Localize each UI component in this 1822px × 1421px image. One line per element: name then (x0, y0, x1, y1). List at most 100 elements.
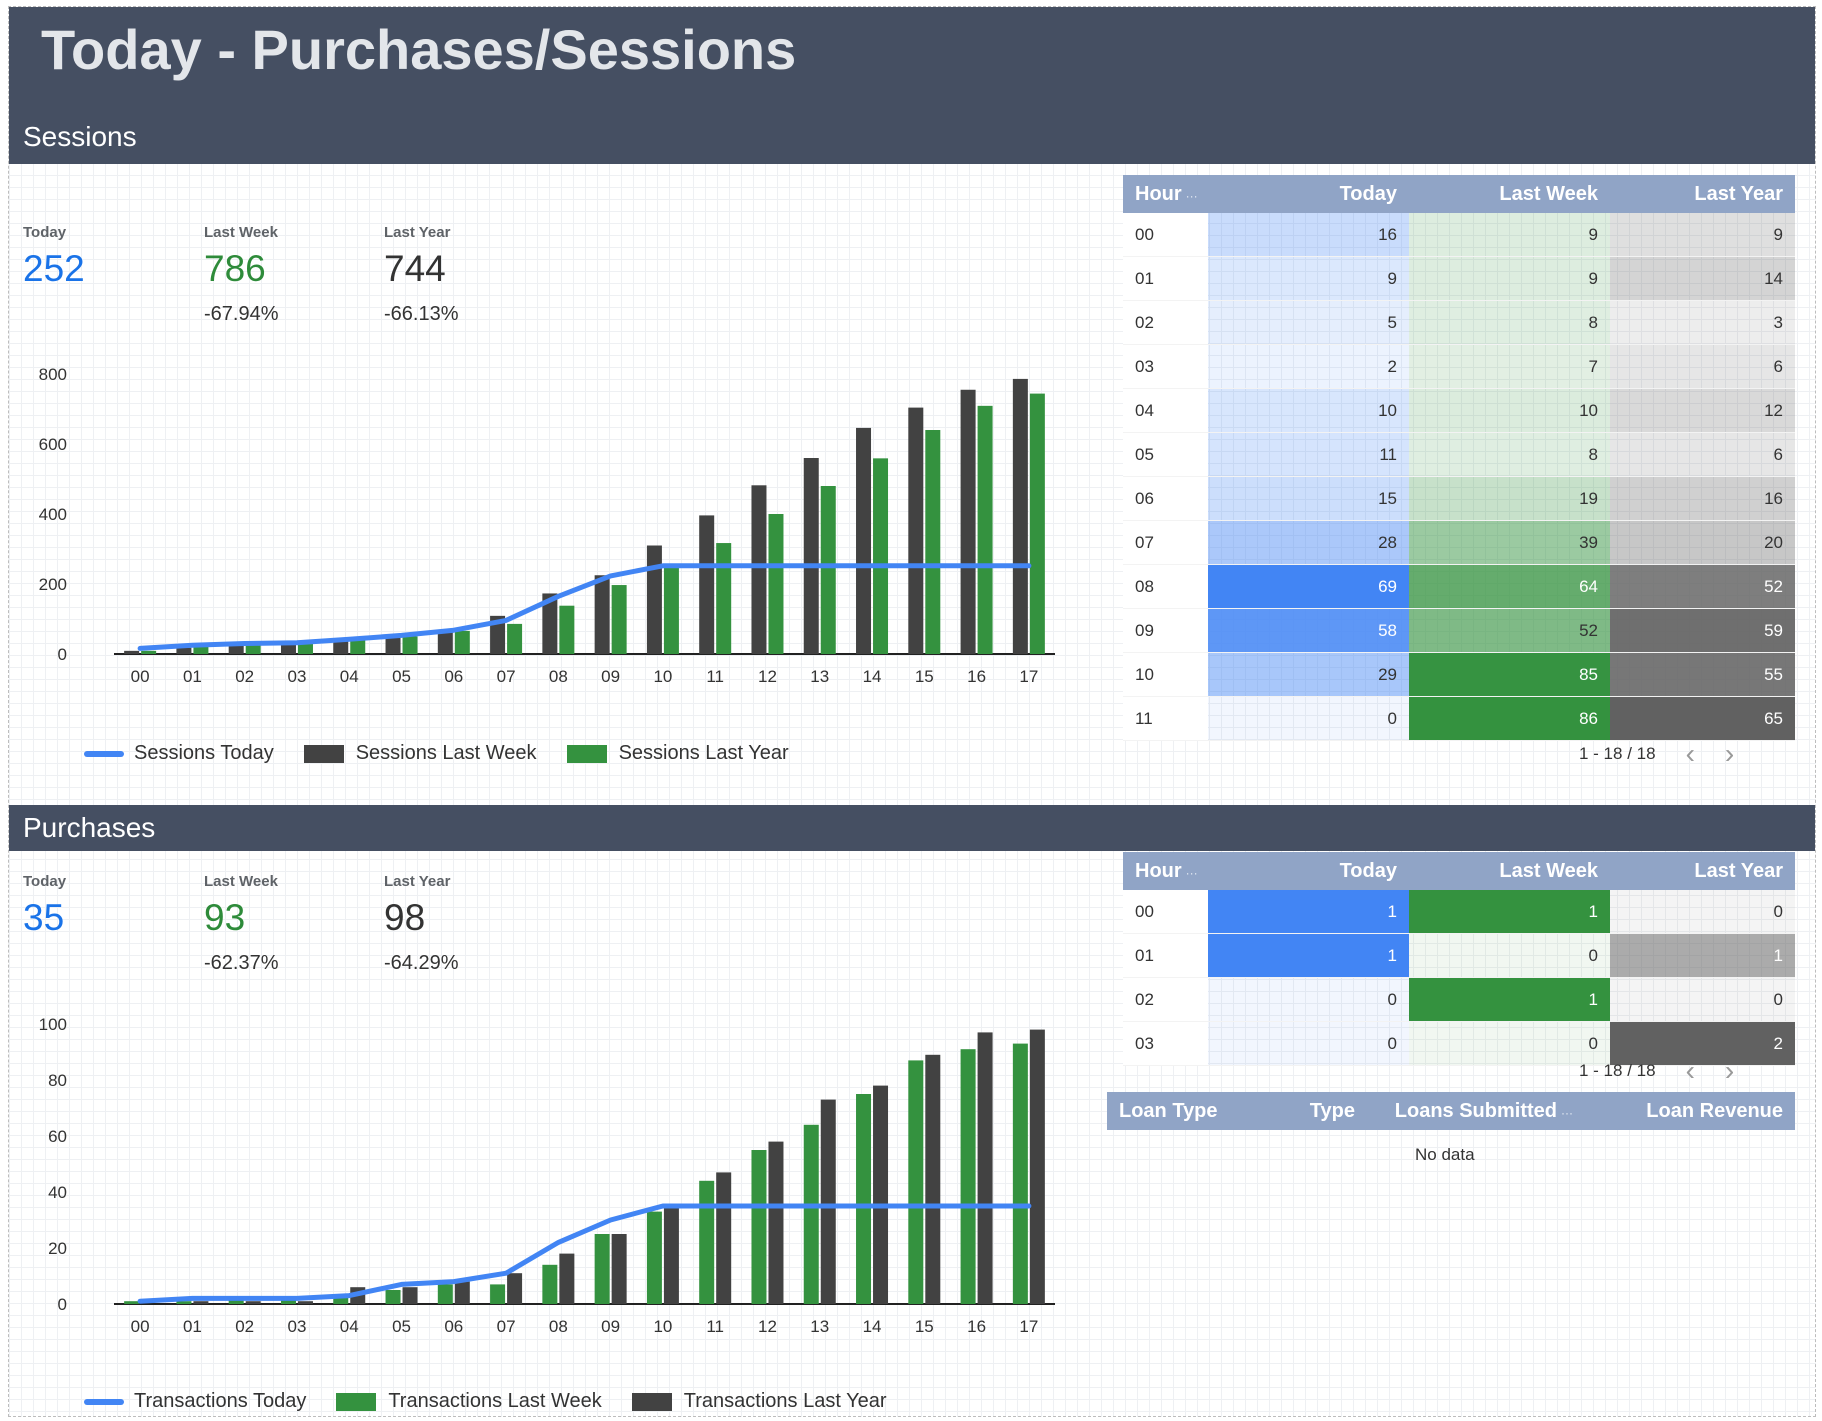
col-header-today[interactable]: Today (1208, 852, 1409, 890)
bar-sessions-last-year[interactable] (977, 405, 993, 654)
bar-sessions-last-week[interactable] (437, 629, 453, 655)
bar-sessions-last-week[interactable] (333, 638, 349, 654)
bar-sessions-last-year[interactable] (820, 486, 836, 654)
table-row: 00 1 1 0 (1123, 890, 1795, 934)
bar-transactions-last-year[interactable] (820, 1099, 836, 1304)
line-transactions-today[interactable] (137, 1203, 1032, 1304)
bar-sessions-last-week[interactable] (960, 389, 976, 654)
col-header-last-year[interactable]: Last Year (1610, 175, 1795, 213)
bar-transactions-last-year[interactable] (663, 1206, 679, 1304)
bar-transactions-last-year[interactable] (559, 1253, 575, 1304)
purchases-pager: 1 - 18 / 18 ‹ › (1579, 1055, 1735, 1086)
cell-last-week: 7 (1409, 344, 1610, 389)
bar-transactions-last-week[interactable] (960, 1049, 976, 1304)
bar-transactions-last-year[interactable] (1029, 1029, 1045, 1304)
bar-sessions-last-year[interactable] (768, 514, 784, 654)
col-header-last-year[interactable]: Last Year (1610, 852, 1795, 890)
bar-sessions-last-week[interactable] (228, 644, 244, 654)
cell-last-year: 59 (1610, 608, 1795, 653)
bar-sessions-last-year[interactable] (559, 605, 575, 654)
col-header-loans-submitted[interactable]: Loans Submitted ··· (1367, 1092, 1585, 1130)
bar-transactions-last-year[interactable] (925, 1054, 941, 1304)
line-sessions-today[interactable] (137, 563, 1032, 651)
col-header-today[interactable]: Today (1208, 175, 1409, 213)
bar-transactions-last-year[interactable] (297, 1301, 313, 1304)
chevron-right-icon[interactable]: › (1724, 1055, 1735, 1086)
bar-transactions-last-week[interactable] (856, 1094, 872, 1304)
bar-transactions-last-year[interactable] (977, 1032, 993, 1304)
col-header-last-week[interactable]: Last Week (1409, 175, 1610, 213)
y-tick-label: 80 (48, 1071, 67, 1090)
bar-transactions-last-year[interactable] (611, 1234, 627, 1304)
cell-hour: 08 (1123, 564, 1208, 609)
chevron-right-icon[interactable]: › (1724, 738, 1735, 769)
bar-transactions-last-week[interactable] (280, 1298, 296, 1304)
col-header-hour[interactable]: Hour ··· (1123, 175, 1208, 213)
bar-sessions-last-year[interactable] (350, 638, 366, 654)
bar-sessions-last-year[interactable] (663, 565, 679, 654)
bar-sessions-last-week[interactable] (803, 458, 819, 654)
col-header-hour[interactable]: Hour ··· (1123, 852, 1208, 890)
cell-today: 69 (1208, 564, 1409, 609)
bar-transactions-last-year[interactable] (873, 1085, 889, 1304)
bar-sessions-last-year[interactable] (611, 585, 627, 654)
bar-transactions-last-year[interactable] (454, 1281, 470, 1304)
bar-sessions-last-year[interactable] (402, 636, 418, 655)
bar-transactions-last-week[interactable] (699, 1180, 715, 1304)
bar-sessions-last-week[interactable] (542, 593, 558, 654)
bar-transactions-last-week[interactable] (228, 1298, 244, 1304)
bar-sessions-last-year[interactable] (925, 430, 941, 654)
bar-sessions-last-week[interactable] (699, 515, 715, 654)
bar-transactions-last-year[interactable] (402, 1287, 418, 1304)
bar-sessions-last-week[interactable] (908, 407, 924, 654)
bar-transactions-last-week[interactable] (594, 1234, 610, 1304)
bar-sessions-last-year[interactable] (454, 630, 470, 654)
bar-sessions-last-week[interactable] (1012, 378, 1028, 654)
bar-sessions-last-week[interactable] (856, 427, 872, 654)
bar-transactions-last-week[interactable] (1012, 1043, 1028, 1304)
col-header-loan-revenue[interactable]: Loan Revenue (1585, 1092, 1795, 1130)
col-header-type[interactable]: Type (1257, 1092, 1367, 1130)
chevron-left-icon[interactable]: ‹ (1685, 738, 1695, 769)
bar-sessions-last-week[interactable] (490, 615, 506, 654)
bar-sessions-last-year[interactable] (245, 644, 261, 654)
x-tick-label: 07 (497, 667, 516, 686)
bar-transactions-last-week[interactable] (803, 1124, 819, 1304)
sessions-table: Hour ··· Today Last Week Last Year 00 16 9 9… (1123, 175, 1795, 741)
col-header-last-week[interactable]: Last Week (1409, 852, 1610, 890)
bar-sessions-last-year[interactable] (141, 650, 157, 654)
bar-transactions-last-year[interactable] (716, 1172, 732, 1304)
bar-sessions-last-week[interactable] (594, 575, 610, 654)
bar-transactions-last-year[interactable] (193, 1301, 209, 1304)
chevron-left-icon[interactable]: ‹ (1685, 1055, 1695, 1086)
bar-transactions-last-week[interactable] (908, 1060, 924, 1304)
y-tick-label: 60 (48, 1127, 67, 1146)
bar-transactions-last-year[interactable] (507, 1273, 523, 1304)
x-tick-label: 08 (549, 1317, 568, 1336)
bar-transactions-last-week[interactable] (385, 1290, 401, 1304)
bar-sessions-last-year[interactable] (193, 645, 209, 654)
bar-transactions-last-week[interactable] (124, 1301, 140, 1304)
bar-sessions-last-week[interactable] (124, 650, 140, 654)
bar-transactions-last-year[interactable] (768, 1141, 784, 1304)
bar-sessions-last-year[interactable] (507, 623, 523, 654)
bar-transactions-last-week[interactable] (751, 1150, 767, 1304)
bar-transactions-last-week[interactable] (646, 1211, 662, 1304)
bar-transactions-last-week[interactable] (333, 1295, 349, 1304)
bar-sessions-last-week[interactable] (280, 642, 296, 654)
bar-transactions-last-week[interactable] (542, 1264, 558, 1304)
bar-transactions-last-week[interactable] (176, 1301, 192, 1304)
bar-sessions-last-week[interactable] (751, 485, 767, 654)
bar-transactions-last-week[interactable] (437, 1284, 453, 1304)
cell-last-year: 12 (1610, 388, 1795, 433)
bar-sessions-last-year[interactable] (873, 458, 889, 654)
col-header-loan-type[interactable]: Loan Type (1107, 1092, 1257, 1130)
bar-transactions-last-year[interactable] (245, 1301, 261, 1304)
bar-sessions-last-year[interactable] (716, 543, 732, 654)
bar-sessions-last-week[interactable] (176, 647, 192, 654)
bar-sessions-last-week[interactable] (646, 545, 662, 655)
bar-transactions-last-week[interactable] (490, 1284, 506, 1304)
bar-sessions-last-week[interactable] (385, 636, 401, 654)
bar-sessions-last-year[interactable] (297, 642, 313, 654)
bar-sessions-last-year[interactable] (1029, 393, 1045, 654)
